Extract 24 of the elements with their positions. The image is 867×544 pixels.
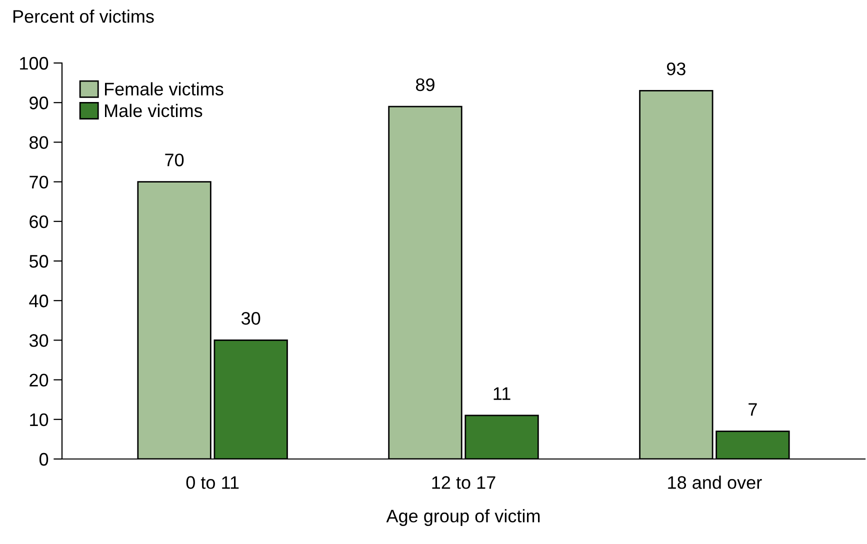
- data-label: 11: [494, 387, 510, 400]
- y-tick-label: 80: [30, 136, 48, 149]
- x-tick-label: 0 to 11: [186, 476, 239, 489]
- data-label: 7: [748, 403, 757, 416]
- x-tick-label: 18 and over: [668, 476, 762, 489]
- data-label: 93: [666, 62, 686, 76]
- y-tick-label: 40: [29, 294, 48, 308]
- legend-label: Female victims: [105, 82, 224, 96]
- y-tick-label: 100: [20, 56, 48, 70]
- y-tick-label: 30: [29, 334, 48, 347]
- data-label: 70: [165, 154, 184, 166]
- y-tick-label: 10: [30, 413, 48, 426]
- y-axis-title: Percent of victims: [13, 10, 154, 23]
- data-label: 30: [241, 312, 260, 325]
- y-tick-label: 50: [29, 254, 48, 268]
- data-label: 89: [416, 78, 434, 92]
- legend-label: Male victims: [105, 104, 202, 118]
- y-tick-label: 60: [30, 215, 48, 228]
- y-tick-label: 20: [30, 374, 48, 387]
- x-tick-label: 12 to 17: [432, 476, 496, 489]
- y-tick-label: 0: [39, 452, 48, 466]
- y-tick-label: 90: [30, 96, 48, 110]
- y-tick-label: 70: [30, 176, 48, 189]
- x-axis-title: Age group of victim: [386, 509, 540, 526]
